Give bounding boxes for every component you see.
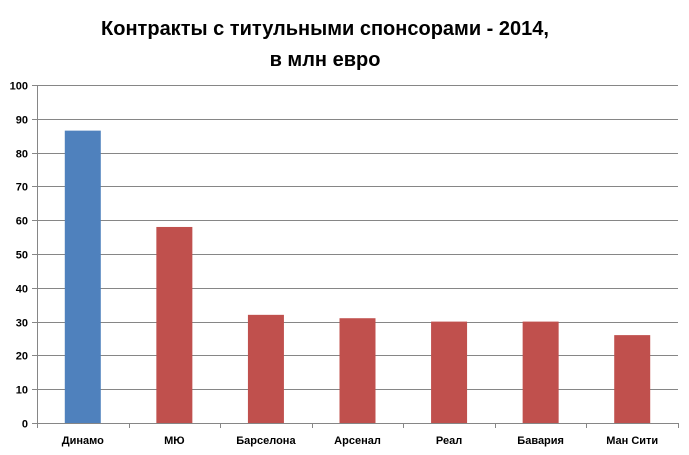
x-tick-label: МЮ — [164, 435, 185, 447]
chart-title: Контракты с титульными спонсорами - 2014… — [0, 14, 650, 76]
y-tick-label: 70 — [16, 182, 28, 194]
y-tick-labels: 0 10 20 30 40 50 60 70 80 90 100 — [10, 81, 28, 431]
x-tick-label: Барселона — [236, 435, 296, 447]
y-tick-label: 10 — [16, 385, 28, 397]
y-tick-label: 80 — [16, 149, 28, 161]
bar — [339, 318, 376, 423]
y-tick-label: 20 — [16, 351, 28, 363]
y-tick-label: 30 — [16, 318, 28, 330]
x-tick-labels: Динамо МЮ Барселона Арсенал Реал Бавария Ман С… — [62, 435, 658, 447]
gridlines — [37, 85, 678, 390]
y-tick-label: 100 — [10, 81, 28, 93]
y-tick-label: 60 — [16, 216, 28, 228]
y-tick-label: 50 — [16, 250, 28, 262]
axes — [32, 85, 679, 428]
bar — [247, 314, 284, 423]
x-tick-label: Динамо — [62, 435, 104, 447]
bar — [156, 226, 193, 423]
bar — [522, 321, 559, 423]
x-tick-label: Реал — [436, 435, 462, 447]
bar — [431, 321, 468, 423]
x-tick-label: Арсенал — [334, 435, 381, 447]
chart-title-line-2: в млн евро — [269, 49, 381, 71]
x-tick-label: Ман Сити — [606, 435, 658, 447]
x-tick-label: Бавария — [517, 435, 564, 447]
bar — [64, 130, 101, 423]
y-tick-label: 0 — [22, 419, 28, 431]
y-tick-label: 90 — [16, 115, 28, 127]
y-tick-label: 40 — [16, 284, 28, 296]
bars — [64, 130, 651, 423]
chart-title-line-1: Контракты с титульными спонсорами - 2014… — [101, 18, 549, 40]
bar — [614, 335, 651, 423]
